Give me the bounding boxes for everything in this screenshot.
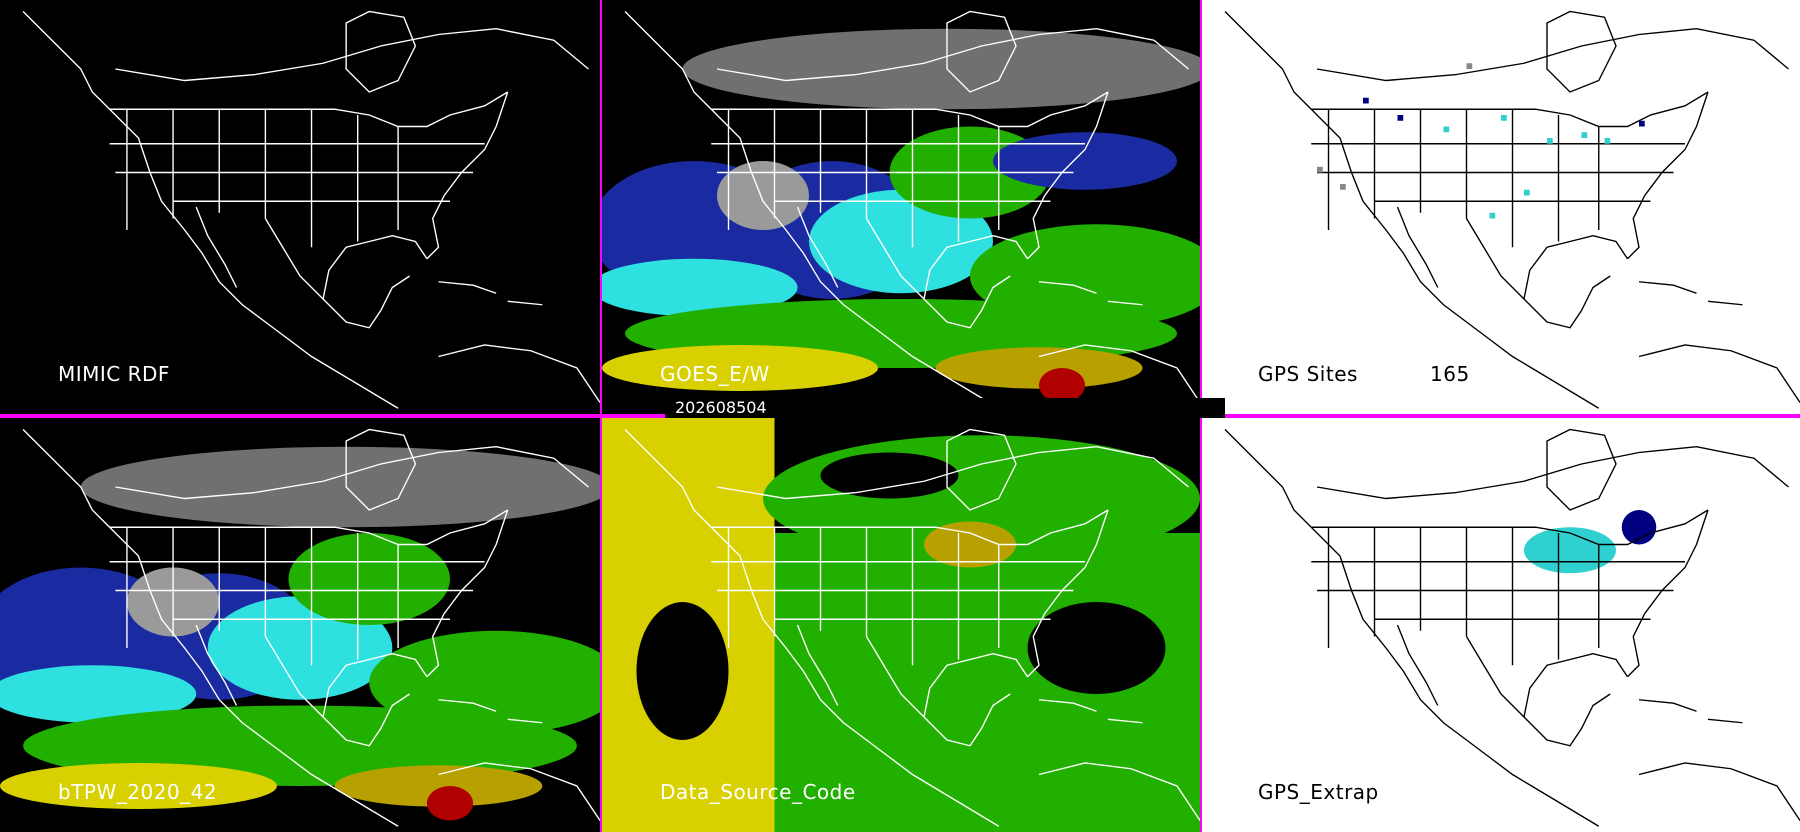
panel-label-gps-extrap: GPS_Extrap — [1258, 780, 1379, 804]
gps-sites-map — [1224, 10, 1800, 409]
data-source-field — [602, 418, 1200, 832]
gps-site-count: 165 — [1430, 362, 1470, 386]
tpw-field-btpw — [0, 418, 600, 832]
panel-goes-ew: GOES_E/W — [602, 0, 1200, 414]
panel-label-goes-ew: GOES_E/W — [660, 362, 770, 386]
panel-label-mimic-rdf: MIMIC RDF — [58, 362, 170, 386]
tpw-field-goes — [602, 0, 1200, 414]
panel-gps-extrap: GPS_Extrap — [1202, 418, 1800, 832]
gps-extrap-map — [1224, 428, 1800, 827]
panel-gps-sites: GPS Sites 165 — [1202, 0, 1800, 414]
panel-label-gps-sites: GPS Sites — [1258, 362, 1358, 386]
basemap-mimic-rdf — [22, 10, 600, 409]
panel-btpw: bTPW_2020_42 — [0, 418, 600, 832]
gps-site-markers — [1317, 63, 1645, 219]
panel-data-source: Data_Source_Code — [602, 418, 1200, 832]
panel-label-data-source: Data_Source_Code — [660, 780, 856, 804]
panel-mimic-rdf: MIMIC RDF — [0, 0, 600, 414]
timestamp-strip: 202608504 — [665, 398, 1225, 418]
panel-label-btpw: bTPW_2020_42 — [58, 780, 218, 804]
